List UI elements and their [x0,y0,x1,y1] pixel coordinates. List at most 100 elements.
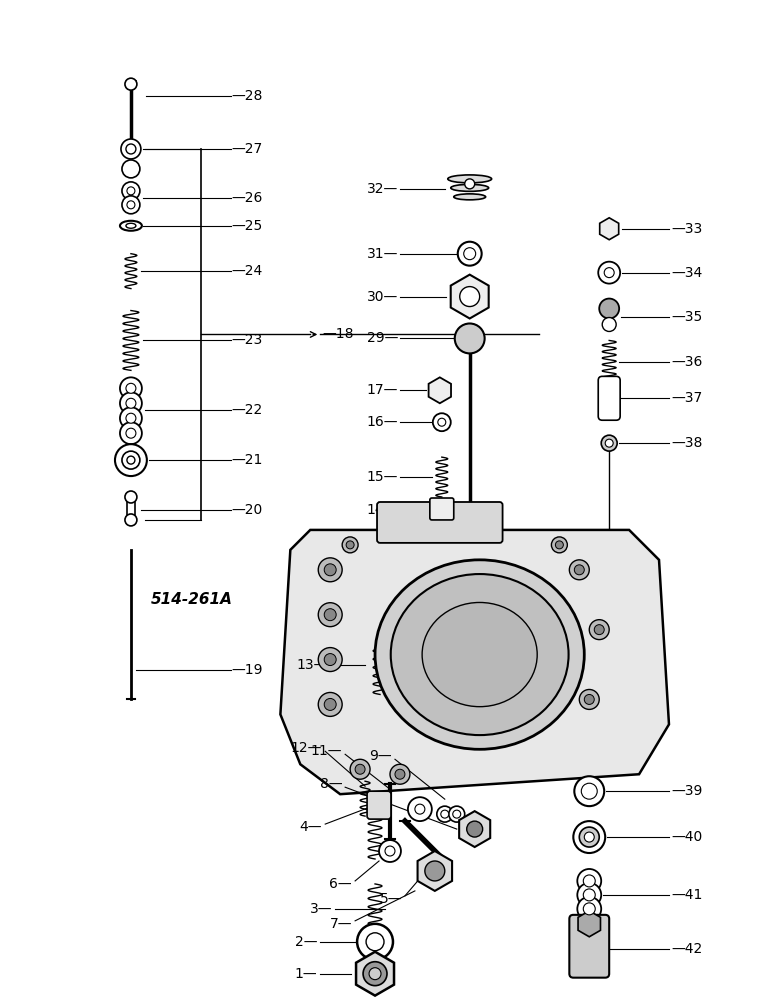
Circle shape [605,439,613,447]
Circle shape [379,840,401,862]
Polygon shape [578,911,601,937]
Text: —28: —28 [232,89,263,103]
Circle shape [121,139,141,159]
Circle shape [589,620,609,640]
Circle shape [120,422,142,444]
Circle shape [126,383,136,393]
Circle shape [551,537,567,553]
Polygon shape [600,218,618,240]
Text: 2—: 2— [295,935,317,949]
Text: —21: —21 [232,453,263,467]
Circle shape [467,821,482,837]
FancyBboxPatch shape [569,915,609,978]
Text: 14—: 14— [367,503,398,517]
Ellipse shape [422,602,537,707]
Circle shape [408,797,432,821]
Circle shape [449,806,465,822]
Circle shape [584,875,595,887]
Circle shape [598,262,620,284]
Text: —42: —42 [671,942,703,956]
Circle shape [425,861,445,881]
Circle shape [441,810,449,818]
Ellipse shape [391,574,569,735]
Text: —26: —26 [232,191,263,205]
Text: 514-261A: 514-261A [151,592,232,607]
Ellipse shape [454,194,486,200]
Circle shape [115,444,147,476]
FancyBboxPatch shape [430,498,454,520]
Circle shape [574,776,604,806]
Circle shape [346,541,354,549]
Text: —41: —41 [671,888,703,902]
Circle shape [594,625,604,635]
FancyBboxPatch shape [598,376,620,420]
Text: —40: —40 [671,830,703,844]
Circle shape [584,903,595,915]
Circle shape [581,783,598,799]
Circle shape [318,558,342,582]
Circle shape [318,603,342,627]
Circle shape [126,398,136,408]
Text: —37: —37 [671,391,703,405]
Polygon shape [418,851,452,891]
Circle shape [122,160,140,178]
Text: 17—: 17— [367,383,398,397]
Text: —18: —18 [322,327,354,341]
Circle shape [395,769,405,779]
Text: 5—: 5— [380,892,402,906]
Circle shape [126,428,136,438]
Circle shape [464,248,476,260]
Text: —24: —24 [232,264,262,278]
Text: 1—: 1— [295,967,317,981]
Ellipse shape [122,142,140,150]
Circle shape [318,692,342,716]
Polygon shape [356,952,394,996]
Text: 9—: 9— [369,749,392,763]
Circle shape [390,764,410,784]
Text: 11—: 11— [310,744,342,758]
Circle shape [324,609,336,621]
Circle shape [601,435,617,451]
Text: 6—: 6— [330,877,352,891]
Ellipse shape [120,221,142,231]
Circle shape [577,897,601,921]
Circle shape [584,889,595,901]
Circle shape [357,924,393,960]
Circle shape [569,560,589,580]
Text: —39: —39 [671,784,703,798]
Circle shape [122,182,140,200]
Text: —25: —25 [232,219,262,233]
Circle shape [577,883,601,907]
Circle shape [584,694,594,704]
Circle shape [577,869,601,893]
Circle shape [602,318,616,331]
Text: 15—: 15— [367,470,398,484]
Bar [127,497,135,515]
Circle shape [127,201,135,209]
Circle shape [438,418,445,426]
Text: 16—: 16— [367,415,398,429]
Text: 13—: 13— [296,658,328,672]
Ellipse shape [451,184,489,191]
Text: —19: —19 [232,663,263,677]
Circle shape [455,323,485,353]
Circle shape [324,564,336,576]
Polygon shape [280,530,669,794]
Circle shape [452,810,461,818]
Circle shape [584,832,594,842]
Circle shape [324,698,336,710]
Text: —35: —35 [671,310,703,324]
Ellipse shape [375,560,584,749]
Text: —33: —33 [671,222,703,236]
Text: 30—: 30— [367,290,398,304]
Text: —38: —38 [671,436,703,450]
Circle shape [433,413,451,431]
Circle shape [458,242,482,266]
Circle shape [385,846,395,856]
Ellipse shape [126,223,136,228]
Circle shape [122,451,140,469]
Circle shape [127,187,135,195]
Text: 7—: 7— [330,917,352,931]
Circle shape [366,933,384,951]
Circle shape [350,759,370,779]
